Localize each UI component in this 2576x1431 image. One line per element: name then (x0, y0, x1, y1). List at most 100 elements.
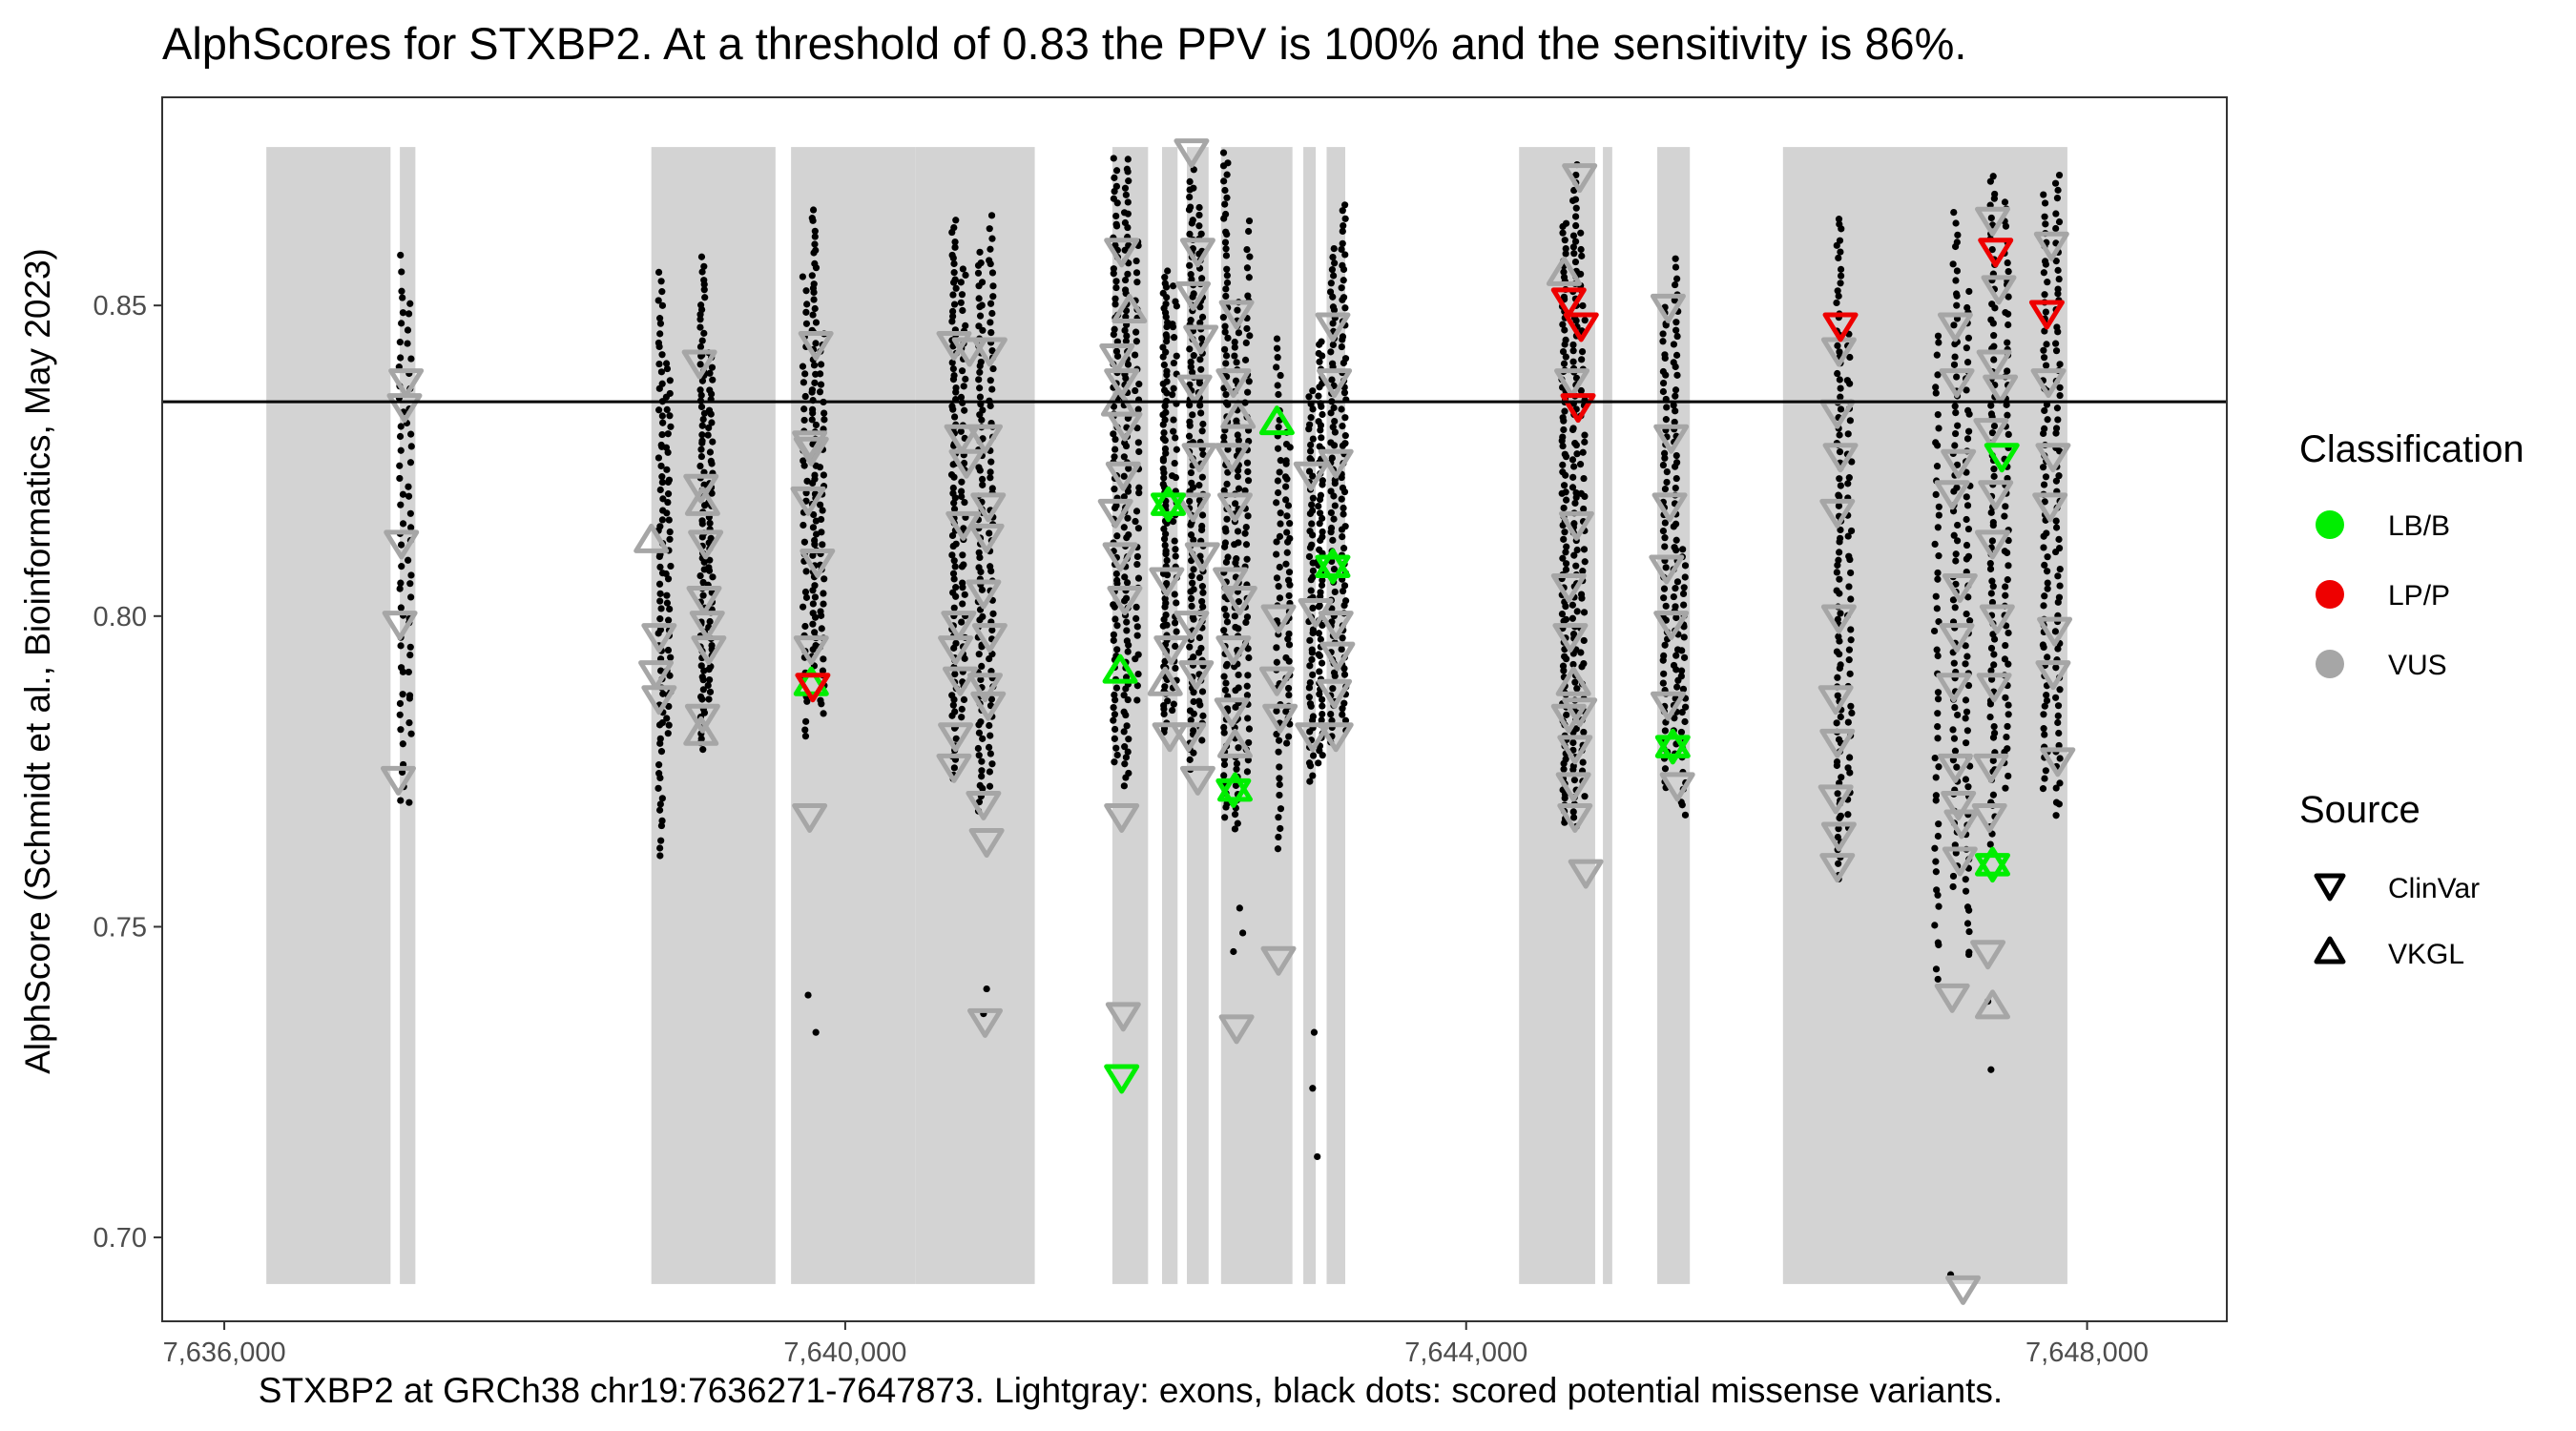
scored-variant-dot (1573, 546, 1581, 554)
scored-variant-dot (1844, 718, 1852, 726)
scored-variant-dot (1222, 252, 1231, 259)
scored-variant-dot (1164, 267, 1172, 275)
scored-variant-dot (1559, 433, 1567, 441)
legend-label-vus: VUS (2388, 650, 2447, 681)
scored-variant-dot (656, 590, 664, 597)
scored-variant-dot (2005, 430, 2012, 439)
scored-variant-dot (1316, 443, 1323, 450)
scored-variant-dot (656, 800, 664, 808)
scored-variant-dot (1187, 716, 1195, 724)
scored-variant-dot (1283, 512, 1291, 520)
scored-variant-dot (1672, 326, 1680, 334)
scored-variant-dot (810, 280, 818, 288)
scored-variant-dot (1670, 402, 1677, 409)
clinvar-variant-marker (1258, 666, 1295, 696)
clinvar-variant-marker (1215, 635, 1252, 666)
scored-variant-dot (1962, 642, 1969, 650)
scored-variant-dot (1837, 482, 1844, 489)
scored-variant-dot (804, 991, 812, 999)
scored-variant-dot (2041, 702, 2048, 710)
scored-variant-dot (1838, 774, 1845, 781)
scored-variant-dot (2001, 548, 2008, 555)
scored-variant-dot (1989, 757, 1997, 764)
clinvar-variant-marker (1315, 312, 1351, 342)
scored-variant-dot (948, 403, 956, 410)
scored-variant-dot (1846, 353, 1854, 362)
scored-variant-dot (1935, 763, 1942, 771)
scored-variant-dot (1163, 579, 1171, 588)
scored-variant-dot (1190, 697, 1197, 706)
scored-variant-dot (975, 752, 983, 759)
scored-variant-dot (1952, 219, 1960, 227)
scored-variant-dot (1569, 347, 1577, 355)
scored-variant-dot (2055, 741, 2063, 750)
scored-variant-dot (1836, 448, 1844, 456)
scored-variant-dot (1186, 345, 1194, 353)
scored-variant-dot (1837, 248, 1844, 256)
scored-variant-dot (2052, 517, 2060, 525)
scored-variant-dot (663, 715, 671, 722)
scored-variant-dot (1950, 208, 1958, 217)
scored-variant-dot (397, 251, 405, 259)
scored-variant-dot (659, 495, 667, 503)
scored-variant-dot (705, 564, 713, 571)
scored-variant-dot (1120, 692, 1128, 699)
scored-variant-dot (1133, 632, 1141, 639)
scored-variant-dot (1196, 356, 1204, 363)
scored-variant-dot (1963, 920, 1972, 927)
scored-variant-dot (405, 668, 412, 676)
scored-variant-dot (1197, 230, 1205, 238)
scored-variant-dot (666, 605, 674, 613)
scored-variant-dot (706, 617, 714, 626)
scored-variant-dot (1111, 295, 1119, 302)
scored-variant-dot (1282, 496, 1290, 504)
clinvar-variant-marker (941, 611, 977, 641)
clinvar-variant-marker (1260, 945, 1297, 976)
scored-variant-dot (960, 695, 968, 703)
scored-variant-dot (1221, 539, 1230, 547)
scored-variant-dot (697, 693, 705, 700)
scored-variant-dot (1847, 569, 1855, 577)
scored-variant-dot (977, 718, 985, 726)
scored-variant-dot (2002, 583, 2009, 591)
clinvar-variant-marker (1555, 772, 1591, 802)
scored-variant-dot (2040, 191, 2047, 198)
scored-variant-dot (1111, 325, 1118, 333)
scored-variant-dot (1163, 378, 1171, 385)
clinvar-variant-marker (1214, 443, 1250, 473)
clinvar-variant-marker (1939, 623, 1975, 653)
scored-variant-dot (1836, 220, 1843, 228)
scored-variant-dot (1132, 386, 1139, 395)
scored-variant-dot (1953, 373, 1961, 381)
scored-variant-dot (1124, 270, 1132, 278)
vkgl-variant-marker (1654, 728, 1691, 758)
scored-variant-dot (1836, 575, 1843, 583)
scored-variant-dot (1111, 486, 1118, 493)
scored-variant-dot (1339, 634, 1346, 642)
clinvar-variant-marker (1260, 604, 1297, 634)
scored-variant-dot (1241, 487, 1249, 494)
scored-variant-dot (1562, 250, 1569, 258)
clinvar-variant-marker (1983, 374, 2019, 404)
clinvar-variant-marker (683, 473, 719, 504)
clinvar-variant-marker (384, 529, 420, 560)
scored-variant-dot (1223, 480, 1231, 487)
vkgl-variant-marker (1216, 728, 1253, 758)
scored-variant-dot (986, 225, 993, 233)
scored-variant-dot (1835, 736, 1843, 743)
scored-variant-dot (1990, 466, 1998, 473)
scored-variant-dot (707, 457, 715, 466)
scored-variant-dot (1338, 342, 1345, 351)
scored-variant-dot (399, 490, 407, 498)
scored-variant-dot (663, 591, 671, 599)
scored-variant-dot (2005, 536, 2012, 545)
scored-variant-dot (1673, 578, 1682, 586)
scored-variant-dot (2043, 691, 2050, 699)
scored-variant-dot (1282, 440, 1291, 448)
scored-variant-dot (1188, 594, 1195, 603)
scored-variant-dot (1316, 358, 1323, 365)
scored-variant-dot (1135, 484, 1143, 491)
scored-variant-dot (1659, 367, 1667, 376)
clinvar-variant-marker (948, 448, 985, 479)
scored-variant-dot (1307, 441, 1315, 449)
